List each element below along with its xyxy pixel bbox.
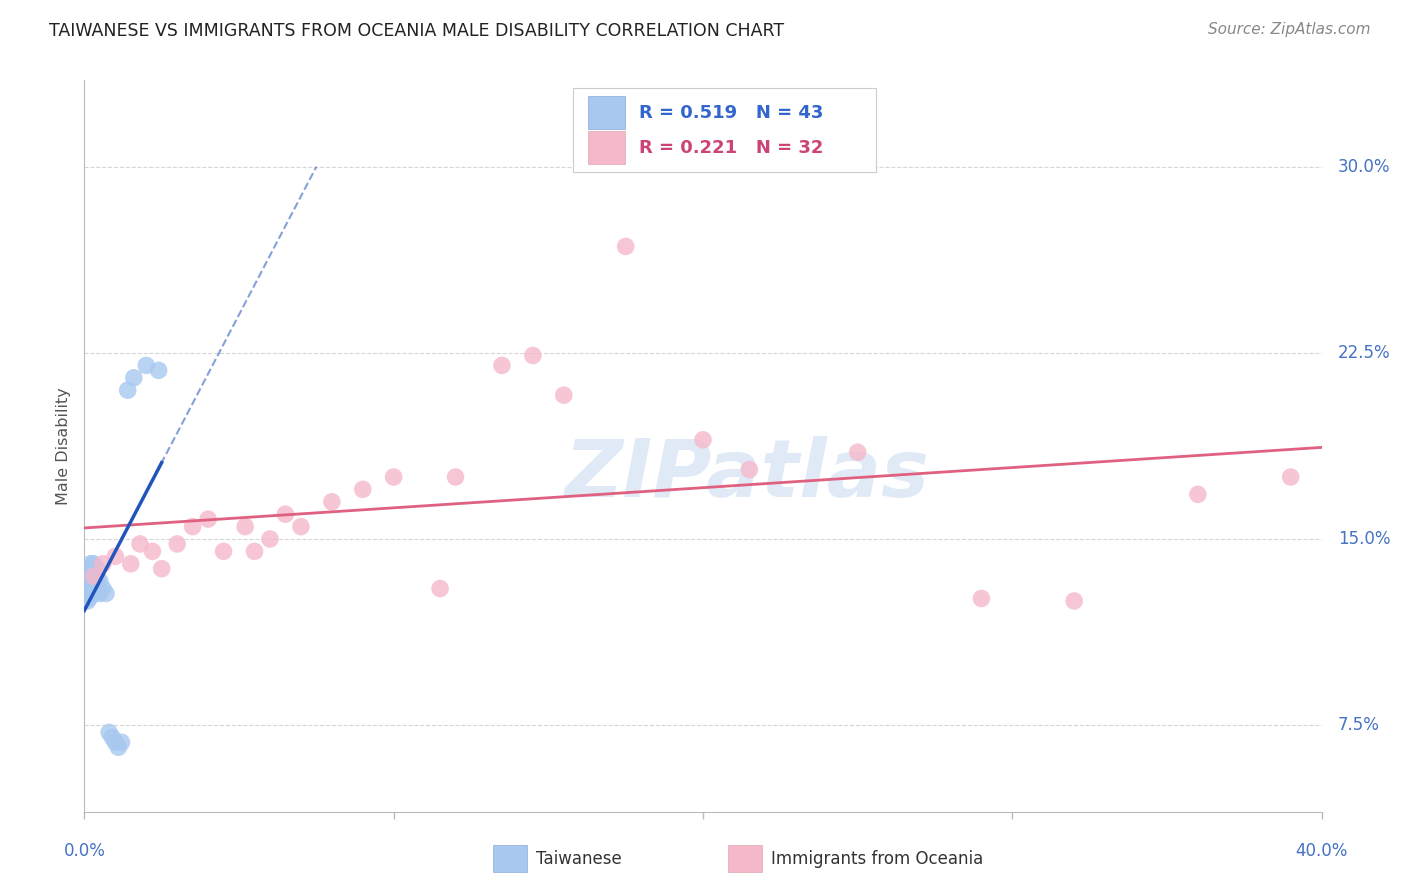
Point — [243, 544, 266, 558]
Text: 30.0%: 30.0% — [1337, 158, 1391, 176]
Point — [522, 349, 544, 363]
Point — [1063, 594, 1085, 608]
Point — [614, 239, 637, 253]
Point — [79, 557, 101, 571]
Point — [970, 591, 993, 606]
Point — [83, 586, 105, 600]
Point — [89, 574, 111, 588]
Text: R = 0.221   N = 32: R = 0.221 N = 32 — [638, 138, 823, 157]
Text: ZIPatlas: ZIPatlas — [564, 436, 929, 515]
Point — [89, 586, 111, 600]
Point — [1187, 487, 1209, 501]
Point — [91, 557, 114, 571]
Text: Taiwanese: Taiwanese — [536, 850, 621, 868]
Point — [82, 586, 104, 600]
Point — [352, 483, 374, 497]
Y-axis label: Male Disability: Male Disability — [56, 387, 72, 505]
Point — [76, 576, 98, 591]
Point — [129, 537, 152, 551]
Point — [79, 589, 101, 603]
Point — [76, 576, 98, 591]
Point — [101, 731, 124, 745]
Point — [76, 594, 98, 608]
Point — [76, 582, 98, 596]
FancyBboxPatch shape — [492, 845, 527, 872]
Point — [117, 383, 139, 397]
Point — [148, 363, 170, 377]
Text: 0.0%: 0.0% — [63, 842, 105, 860]
Point — [150, 562, 173, 576]
Point — [122, 371, 145, 385]
Point — [77, 564, 100, 578]
Point — [79, 582, 101, 596]
Point — [77, 574, 100, 588]
Text: 22.5%: 22.5% — [1337, 344, 1391, 362]
Point — [79, 574, 101, 588]
FancyBboxPatch shape — [588, 131, 626, 164]
Point — [233, 519, 256, 533]
Point — [846, 445, 869, 459]
Point — [76, 586, 98, 600]
Point — [1279, 470, 1302, 484]
Point — [553, 388, 575, 402]
Point — [491, 359, 513, 373]
Point — [82, 576, 104, 591]
Text: 40.0%: 40.0% — [1295, 842, 1348, 860]
Point — [197, 512, 219, 526]
Point — [77, 582, 100, 596]
Point — [107, 740, 129, 755]
Point — [382, 470, 405, 484]
Point — [135, 359, 157, 373]
Text: R = 0.519   N = 43: R = 0.519 N = 43 — [638, 104, 823, 122]
Point — [82, 566, 104, 581]
FancyBboxPatch shape — [574, 87, 876, 171]
Point — [77, 574, 100, 588]
Text: Immigrants from Oceania: Immigrants from Oceania — [770, 850, 983, 868]
Point — [76, 562, 98, 576]
Point — [86, 582, 108, 596]
Point — [104, 735, 127, 749]
Point — [98, 725, 121, 739]
Point — [83, 569, 105, 583]
Point — [141, 544, 163, 558]
Point — [212, 544, 235, 558]
Point — [83, 557, 105, 571]
Point — [738, 462, 761, 476]
Point — [77, 586, 100, 600]
Point — [181, 519, 204, 533]
Point — [86, 562, 108, 576]
Point — [110, 735, 132, 749]
Point — [91, 582, 114, 596]
Point — [444, 470, 467, 484]
Point — [75, 582, 97, 596]
Point — [83, 566, 105, 581]
Text: Source: ZipAtlas.com: Source: ZipAtlas.com — [1208, 22, 1371, 37]
Point — [86, 572, 108, 586]
Text: 15.0%: 15.0% — [1337, 530, 1391, 548]
Point — [321, 495, 343, 509]
Point — [94, 586, 117, 600]
Text: TAIWANESE VS IMMIGRANTS FROM OCEANIA MALE DISABILITY CORRELATION CHART: TAIWANESE VS IMMIGRANTS FROM OCEANIA MAL… — [49, 22, 785, 40]
Point — [166, 537, 188, 551]
Point — [259, 532, 281, 546]
Text: 7.5%: 7.5% — [1337, 716, 1379, 734]
Point — [75, 569, 97, 583]
FancyBboxPatch shape — [588, 96, 626, 129]
Point — [77, 591, 100, 606]
Point — [274, 507, 297, 521]
Point — [76, 569, 98, 583]
Point — [692, 433, 714, 447]
Point — [79, 566, 101, 581]
Point — [83, 576, 105, 591]
Point — [120, 557, 142, 571]
Point — [104, 549, 127, 564]
Point — [429, 582, 451, 596]
Point — [290, 519, 312, 533]
FancyBboxPatch shape — [728, 845, 762, 872]
